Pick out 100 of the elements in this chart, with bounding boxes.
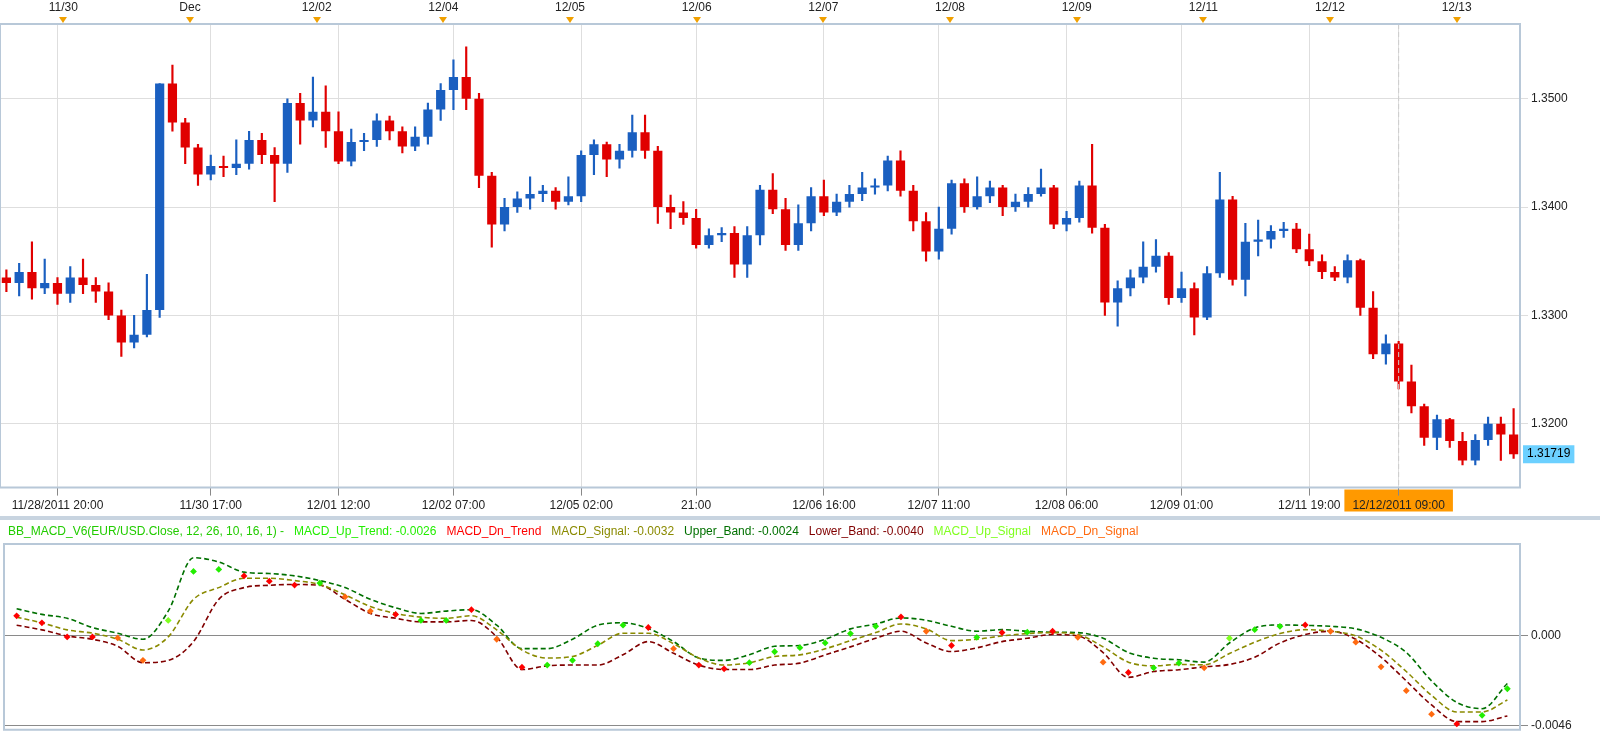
- x-tick-label: 21:00: [681, 498, 712, 513]
- point: [594, 640, 602, 648]
- point: [366, 607, 374, 615]
- x-tick-label: 12/02 07:00: [421, 498, 486, 513]
- point: [114, 634, 122, 642]
- point: [13, 612, 21, 620]
- x-tick-label: 12/08 06:00: [1034, 498, 1099, 513]
- point: [392, 611, 400, 618]
- x-tick-label: 12/05 02:00: [549, 498, 614, 513]
- point: [745, 659, 753, 667]
- point: [872, 622, 880, 630]
- point: [973, 633, 981, 641]
- x-tick-label: 11/30 17:00: [179, 498, 243, 513]
- y-tick-label: 1.3400: [1531, 199, 1569, 214]
- point: [897, 613, 905, 621]
- y-tick-label: -0.0046: [1531, 718, 1573, 733]
- point: [164, 617, 172, 624]
- point: [341, 593, 349, 601]
- candlestick: [1176, 271, 1187, 303]
- text: 1.31719: [1527, 446, 1571, 461]
- point: [1478, 711, 1486, 719]
- text: 12/08: [934, 0, 966, 15]
- point: [442, 617, 450, 624]
- text: 12/05: [554, 0, 586, 15]
- text: MACD_Up_Signal: [933, 524, 1031, 539]
- point: [670, 645, 677, 653]
- text: MACD_Up_Trend: -0.0026: [294, 524, 437, 539]
- text: MACD_Signal: -0.0032: [551, 524, 675, 539]
- chart-title: BB_MACD_V6(EUR/USD.Close, 12, 26, 10, 16, 1) -: [8, 524, 285, 539]
- text: Lower_Band: -0.0040: [808, 524, 924, 539]
- point: [493, 635, 501, 643]
- line-series: [15, 556, 1509, 710]
- point: [1200, 664, 1208, 672]
- point: [316, 579, 324, 587]
- point: [821, 639, 829, 647]
- candlestick: [218, 155, 229, 178]
- point: [1124, 669, 1132, 676]
- text: MACD_Dn_Trend: [446, 524, 542, 539]
- point: [1377, 663, 1385, 671]
- y-tick-label: 1.3500: [1531, 91, 1569, 106]
- point: [569, 656, 576, 664]
- text: Dec: [179, 0, 201, 15]
- point: [518, 663, 526, 671]
- point: [265, 577, 273, 585]
- x-tick-label: 12/07 11:00: [907, 498, 971, 513]
- point: [1327, 627, 1334, 635]
- point: [543, 661, 551, 669]
- candlestick: [1061, 211, 1072, 232]
- text: 12/04: [428, 0, 459, 15]
- point: [63, 633, 71, 641]
- point: [998, 629, 1006, 636]
- text: 12/02: [301, 0, 333, 15]
- point: [847, 630, 854, 637]
- point: [291, 581, 298, 589]
- point: [771, 648, 779, 656]
- point: [1402, 687, 1410, 695]
- point: [38, 619, 46, 627]
- point: [1251, 626, 1259, 634]
- point: [948, 642, 955, 649]
- text: 12/12: [1314, 0, 1346, 15]
- point: [1453, 720, 1461, 728]
- point: [139, 656, 147, 664]
- text: 11/30: [48, 0, 79, 15]
- point: [1175, 659, 1183, 667]
- point: [190, 567, 197, 575]
- candlestick: [614, 143, 625, 169]
- x-tick-label: 12/06 16:00: [792, 498, 856, 513]
- candlestick: [448, 59, 459, 110]
- point: [1099, 658, 1107, 666]
- point: [1352, 638, 1360, 646]
- y-tick-label: 0.000: [1531, 628, 1562, 643]
- point: [1049, 627, 1056, 635]
- text: 12/06: [681, 0, 713, 15]
- point: [796, 644, 804, 652]
- point: [720, 665, 728, 673]
- point: [619, 621, 627, 629]
- text: 12/07: [808, 0, 839, 15]
- text: Upper_Band: -0.0024: [684, 524, 800, 539]
- y-tick-label: 1.3300: [1531, 307, 1569, 322]
- point: [1301, 621, 1309, 629]
- point: [89, 633, 96, 641]
- point: [1150, 664, 1158, 672]
- point: [1023, 628, 1031, 636]
- x-tick-label: 11/28/2011 20:00: [11, 498, 104, 513]
- text: 12/09: [1061, 0, 1093, 15]
- point: [215, 566, 223, 573]
- point: [468, 606, 475, 614]
- point: [1276, 622, 1284, 630]
- point: [644, 624, 652, 631]
- point: [240, 572, 248, 580]
- point: [1226, 634, 1233, 642]
- point: [1074, 633, 1082, 641]
- point: [417, 617, 425, 624]
- point: [695, 661, 703, 669]
- text: 12/11: [1188, 0, 1219, 15]
- point: [1503, 685, 1511, 693]
- y-tick-label: 1.3200: [1531, 416, 1569, 431]
- point: [1428, 710, 1435, 718]
- point: [922, 627, 930, 635]
- x-tick-label: 12/11 19:00: [1277, 498, 1341, 513]
